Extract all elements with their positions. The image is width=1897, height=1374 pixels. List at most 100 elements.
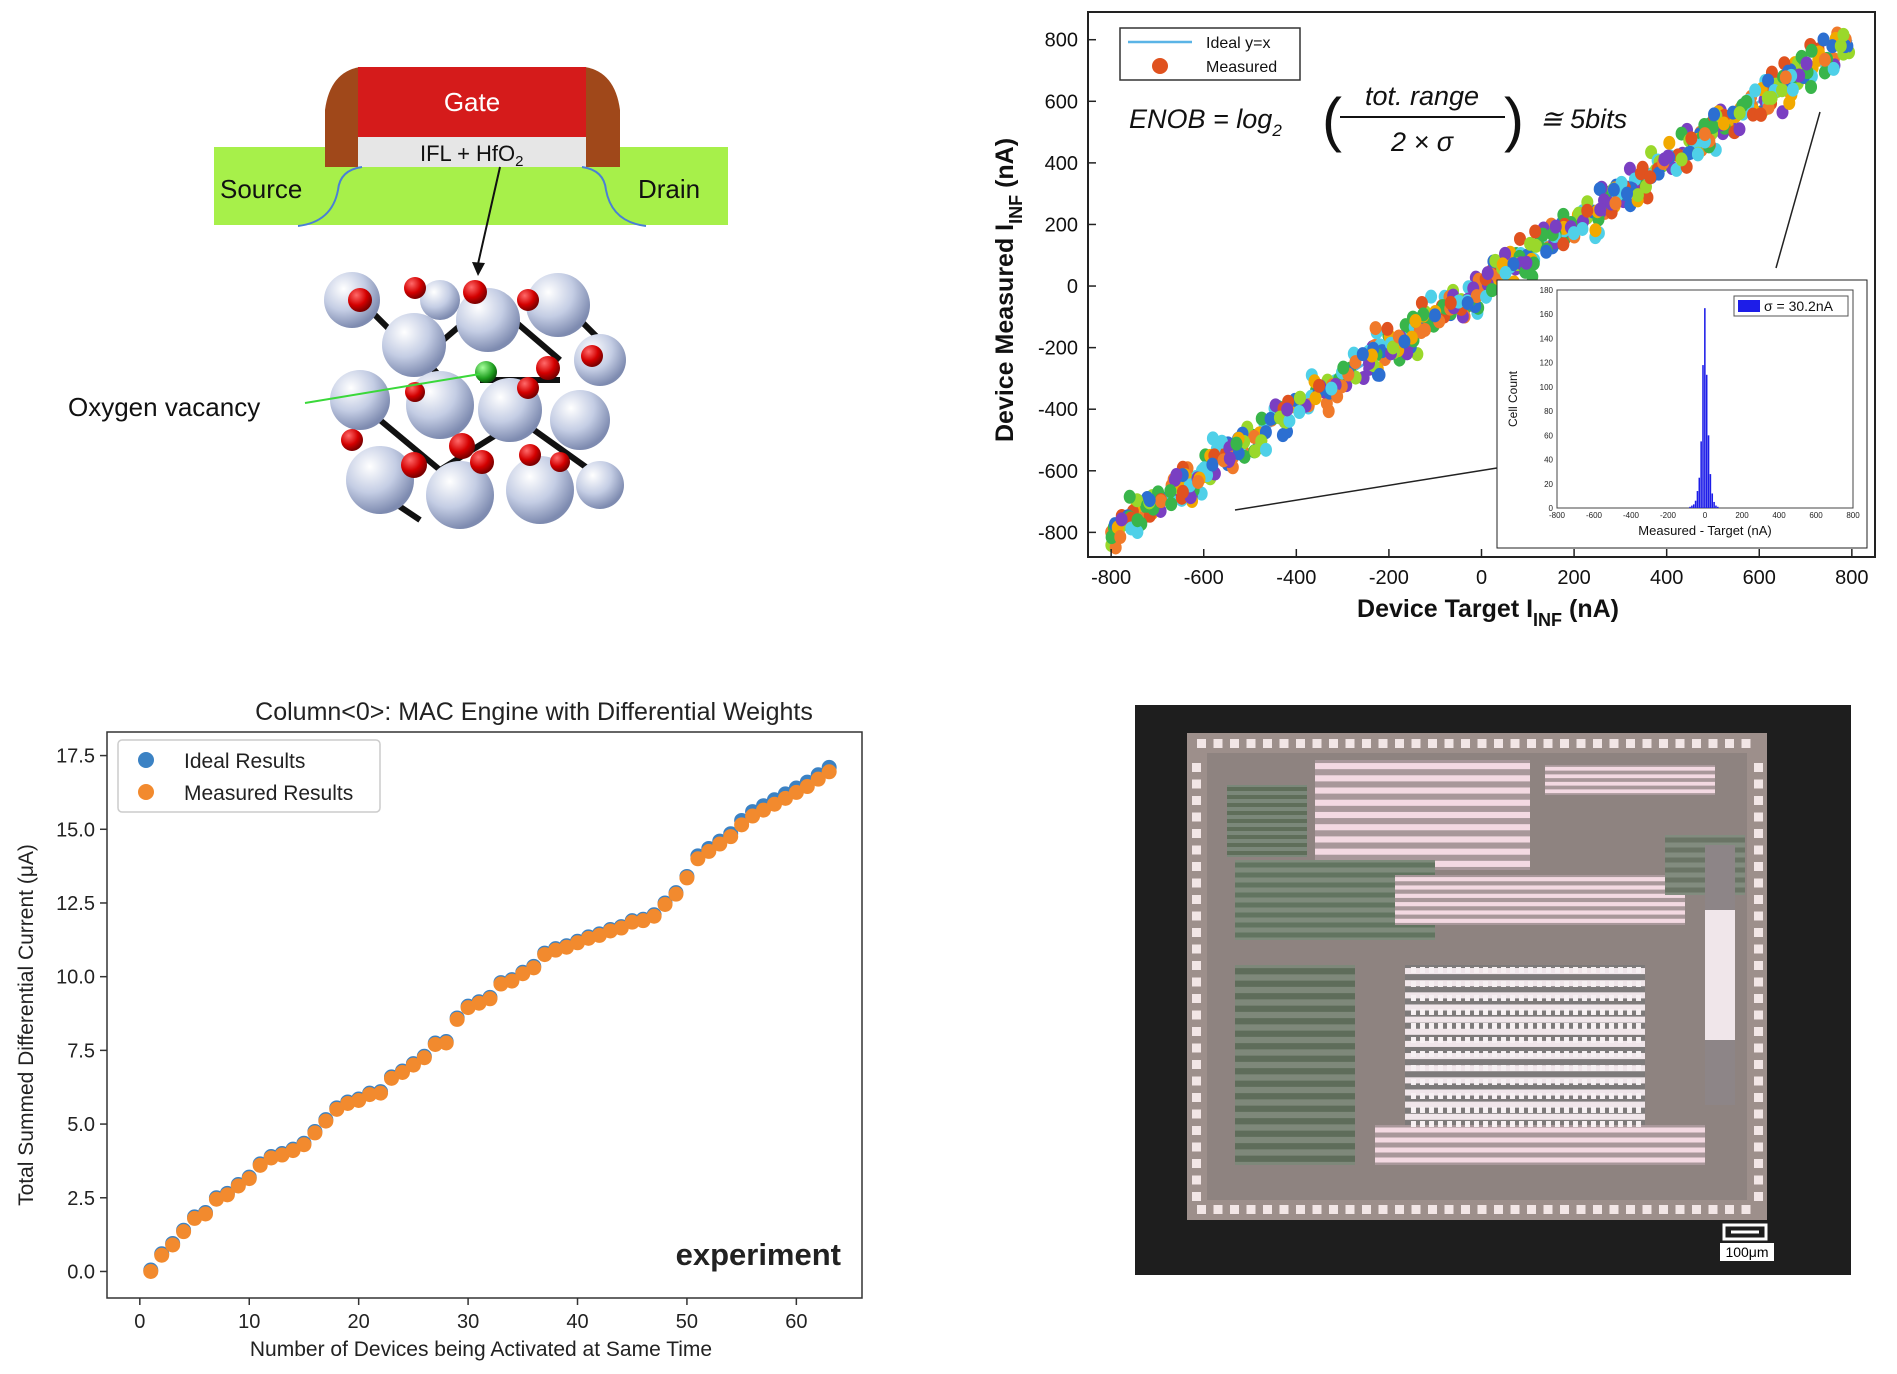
scatter-x-tick: -600 [1184,567,1224,589]
vacancy-pointer [304,373,481,404]
svg-text:): ) [1504,86,1524,153]
mac-x-tick: 40 [566,1311,588,1333]
inset-histogram: -800 -600 -400 -200 0 200 400 600 800 0 20 40 60 80 10… [1496,279,1868,549]
measured-point [1540,244,1553,259]
measured-result-point [734,817,750,833]
measured-point [1567,226,1580,241]
mac-chart: Column<0>: MAC Engine with Differential … [15,698,863,1361]
scatter-y-tick: 600 [1045,91,1078,113]
measured-point [1800,56,1813,71]
inset-x-tick: 400 [1772,511,1786,520]
scatter-x-tick: -200 [1369,567,1409,589]
legend-ideal-results: Ideal Results [184,750,305,773]
measured-point [1444,295,1457,310]
measured-result-point [657,896,673,912]
source-junction [297,166,363,227]
measured-result-point [777,790,793,806]
mac-x-tick: 60 [785,1311,807,1333]
measured-point [1105,530,1118,545]
enob-scatter-chart: -800 -600 -400 -200 0 200 400 600 800-800-600-40… [991,11,1876,630]
mac-x-tick: 50 [676,1311,698,1333]
measured-point [1309,391,1322,406]
oxide-layer [358,137,586,167]
inset-y-tick: 140 [1540,334,1554,343]
inset-legend-sigma: σ = 30.2nA [1764,298,1834,314]
measured-result-point [821,764,837,780]
mac-x-label: Number of Devices being Activated at Sam… [250,1338,712,1361]
measured-result-point [252,1157,268,1173]
gate [358,67,586,137]
measured-point [1337,360,1350,375]
measured-result-point [154,1247,170,1263]
inset-x-tick: -600 [1586,511,1603,520]
scatter-x-tick: 0 [1476,567,1487,589]
measured-result-point [405,1057,421,1073]
measured-result-point [285,1143,301,1159]
measured-result-point [690,851,706,867]
histogram-bar [1692,504,1695,508]
mac-x-tick: 0 [134,1311,145,1333]
measured-point [1470,289,1483,304]
measured-point [1249,444,1262,459]
scatter-x-label: Device Target IINF (nA) [1357,595,1619,630]
measured-point [1529,224,1542,239]
measured-point [1765,90,1778,105]
measured-point [1322,404,1335,419]
measured-result-point [351,1092,367,1108]
measured-result-point [766,796,782,812]
scatter-x-tick: 200 [1557,567,1590,589]
measured-point [1356,347,1369,362]
measured-result-point [241,1171,257,1187]
svg-text:tot. range: tot. range [1365,81,1479,111]
scatter-y-tick: 200 [1045,214,1078,236]
measured-result-point [307,1125,323,1141]
measured-result-point [143,1263,159,1279]
mac-x-tick: 10 [238,1311,260,1333]
measured-point [1594,202,1607,217]
measured-point [1230,436,1243,451]
enob-scatter-panel: -800 -600 -400 -200 0 200 400 600 800 -800 -600 -40… [980,0,1897,660]
chip-micrograph: 100μm [1135,705,1851,1275]
measured-result-point [219,1187,235,1203]
measured-result-point [745,808,761,824]
histogram-bar [1700,441,1702,508]
measured-result-point [427,1036,443,1052]
measured-result-point [810,771,826,787]
mac-y-tick: 17.5 [56,746,95,768]
measured-point [1581,203,1594,218]
measured-result-point [646,908,662,924]
mac-y-tick: 7.5 [67,1040,95,1062]
vacancy-label: Oxygen vacancy [68,392,260,422]
histogram-bar [1698,477,1701,508]
inset-x-tick: 800 [1846,511,1860,520]
measured-point [1415,296,1428,311]
measured-point [1520,255,1533,270]
scatter-y-label: Device Measured IINF (nA) [991,138,1026,442]
histogram-bar [1707,435,1710,508]
measured-point [1636,160,1649,175]
measured-point [1733,122,1746,137]
measured-point [1805,43,1818,58]
measured-point [1398,334,1411,349]
measured-point [1131,525,1144,540]
measured-point [1691,147,1704,162]
histogram-bar [1704,308,1706,508]
inset-y-tick: 180 [1540,286,1554,295]
measured-point [1524,236,1537,251]
scatter-x-tick: 600 [1743,567,1776,589]
scatter-x-tick: 800 [1835,567,1868,589]
measured-point [1754,107,1767,122]
histogram-bar [1691,505,1693,508]
measured-result-point [613,920,629,936]
scale-bar: 100μm [1720,1223,1774,1261]
histogram-bar [1713,501,1715,508]
vacancy-atom [475,361,497,383]
svg-text:ENOB = log2: ENOB = log2 [1129,104,1282,140]
measured-result-point [329,1101,345,1117]
scatter-legend: Ideal y=x Measured [1119,27,1301,81]
measured-result-point [756,802,772,818]
scatter-x-tick: 400 [1650,567,1683,589]
measured-point [1313,378,1326,393]
measured-point [1176,484,1189,499]
measured-result-point [318,1113,334,1129]
